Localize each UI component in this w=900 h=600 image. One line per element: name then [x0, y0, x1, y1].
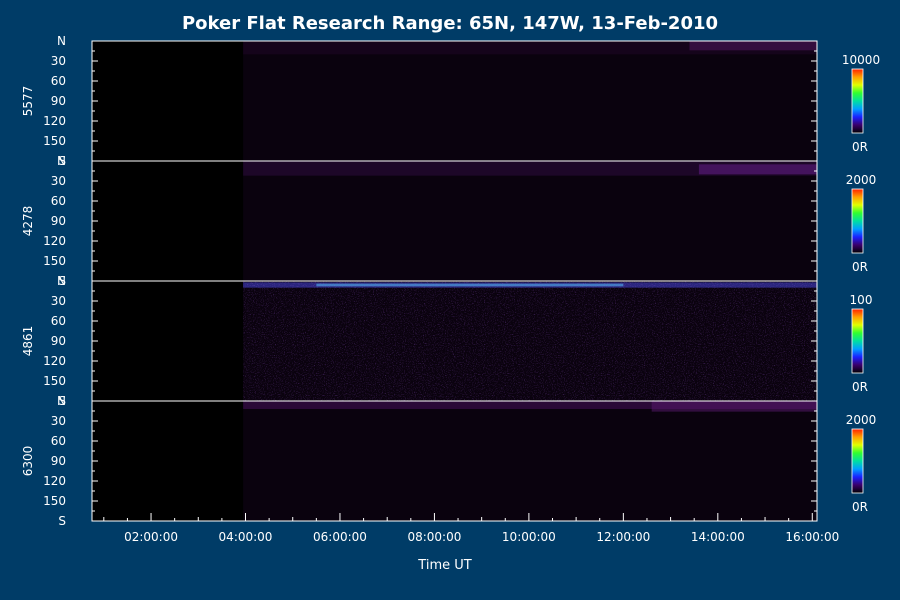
panel-6300: N 30 60 90 120 150 S 6300 2000 0R — [21, 394, 876, 528]
emission-band — [689, 41, 817, 51]
panel-4861: N 30 60 90 120 150 S 4861 100 0R — [21, 274, 872, 408]
y-tick-label: 30 — [51, 294, 66, 308]
y-axis-label: 4278 — [21, 206, 35, 237]
colorbar-min-label: 0R — [852, 140, 868, 154]
chart-title: Poker Flat Research Range: 65N, 147W, 13… — [182, 13, 718, 34]
y-tick-label: 30 — [51, 54, 66, 68]
panel-4278: N 30 60 90 120 150 S 4278 2000 0R — [21, 154, 876, 288]
y-tick-label: 150 — [43, 254, 66, 268]
y-tick-label: N — [57, 394, 66, 408]
y-axis-label: 5577 — [21, 86, 35, 117]
colorbar-min-label: 0R — [852, 380, 868, 394]
colorbar-min-label: 0R — [852, 500, 868, 514]
colorbar — [851, 308, 864, 374]
y-tick-label: 60 — [51, 194, 66, 208]
y-tick-label: 150 — [43, 494, 66, 508]
noise-texture — [243, 281, 817, 401]
y-axis-label: 4861 — [21, 326, 35, 357]
y-tick-label: N — [57, 34, 66, 48]
colorbar-max-label: 2000 — [846, 413, 877, 427]
colorbar-max-label: 100 — [850, 293, 873, 307]
y-tick-label: N — [57, 274, 66, 288]
y-tick-label: 30 — [51, 414, 66, 428]
data-region — [243, 41, 817, 161]
y-tick-label: 90 — [51, 214, 66, 228]
y-tick-label: 120 — [43, 474, 66, 488]
data-region — [243, 161, 817, 281]
y-tick-label: 150 — [43, 374, 66, 388]
emission-band — [243, 41, 817, 55]
emission-band — [698, 164, 817, 175]
data-region — [243, 401, 817, 521]
x-axis: 02:00:00 04:00:00 06:00:00 08:00:00 10:00:00… — [103, 513, 839, 544]
x-tick-label: 14:00:00 — [691, 530, 745, 544]
colorbar — [851, 68, 864, 134]
y-tick-label: 60 — [51, 314, 66, 328]
x-tick-label: 16:00:00 — [785, 530, 839, 544]
y-tick-label: 60 — [51, 434, 66, 448]
emission-band — [243, 401, 817, 409]
colorbar-max-label: 10000 — [842, 53, 880, 67]
y-axis-label: 6300 — [21, 446, 35, 477]
y-tick-label: S — [58, 274, 66, 288]
colorbar-min-label: 0R — [852, 260, 868, 274]
colorbar — [851, 428, 864, 494]
y-tick-label: 120 — [43, 234, 66, 248]
y-tick-label: S — [58, 154, 66, 168]
colorbar — [851, 188, 864, 254]
x-tick-label: 08:00:00 — [407, 530, 461, 544]
x-tick-label: 04:00:00 — [219, 530, 273, 544]
y-tick-label: 90 — [51, 94, 66, 108]
y-tick-label: 90 — [51, 454, 66, 468]
y-tick-label: 120 — [43, 114, 66, 128]
y-tick-label: 90 — [51, 334, 66, 348]
x-tick-label: 10:00:00 — [502, 530, 556, 544]
x-tick-label: 02:00:00 — [124, 530, 178, 544]
panels: N 30 60 90 120 150 S 5577 10000 0R N 30 60 90 120 150 S 4… — [21, 34, 880, 528]
y-tick-label: S — [58, 514, 66, 528]
y-tick-label: 120 — [43, 354, 66, 368]
colorbar-max-label: 2000 — [846, 173, 877, 187]
emission-band — [243, 161, 817, 176]
y-tick-label: 150 — [43, 134, 66, 148]
panel-5577: N 30 60 90 120 150 S 5577 10000 0R — [21, 34, 880, 168]
emission-band — [651, 401, 817, 412]
y-tick-label: S — [58, 394, 66, 408]
y-tick-label: N — [57, 154, 66, 168]
x-tick-label: 06:00:00 — [313, 530, 367, 544]
x-tick-label: 12:00:00 — [596, 530, 650, 544]
x-axis-label: Time UT — [417, 558, 471, 573]
y-tick-label: 60 — [51, 74, 66, 88]
y-tick-label: 30 — [51, 174, 66, 188]
